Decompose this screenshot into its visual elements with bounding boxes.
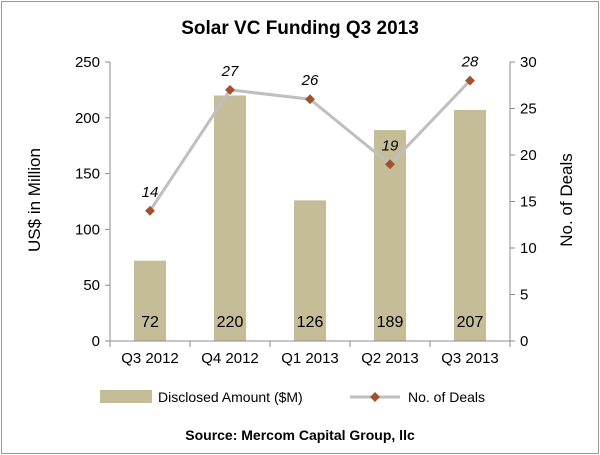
- bar-value-label-3: 189: [377, 314, 404, 331]
- bar-2: [294, 200, 326, 341]
- x-tick-label-4: Q3 2013: [441, 350, 499, 367]
- right-axis-title-group: No. of Deals: [557, 153, 576, 247]
- source-note: Source: Mercom Capital Group, llc: [185, 427, 415, 443]
- left-tick-label-5: 250: [75, 54, 100, 71]
- legend-line-label: No. of Deals: [408, 389, 485, 405]
- right-tick-label-5: 25: [520, 101, 537, 118]
- left-tick-label-3: 150: [75, 166, 100, 183]
- left-tick-label-4: 200: [75, 110, 100, 127]
- bar-value-label-1: 220: [217, 314, 244, 331]
- plot-area: 0 50 100 150 200 250 0 5 10 15 20 25 30 Q3 2012 Q4 201…: [75, 54, 537, 367]
- bar-1: [214, 95, 246, 341]
- deals-value-label-4: 28: [461, 54, 479, 71]
- deals-value-label-3: 19: [382, 137, 399, 154]
- deals-value-label-2: 26: [301, 72, 319, 89]
- left-axis-title-group: US$ in Million: [25, 148, 44, 252]
- bar-0: [134, 260, 166, 341]
- legend-bar-swatch: [100, 390, 152, 403]
- deals-value-label-1: 27: [221, 63, 239, 80]
- legend-line-marker: [370, 392, 380, 402]
- legend-bar-label: Disclosed Amount ($M): [158, 389, 303, 405]
- chart-title: Solar VC Funding Q3 2013: [181, 18, 419, 39]
- bar-value-label-4: 207: [457, 314, 484, 331]
- right-axis-title: No. of Deals: [557, 153, 576, 247]
- deals-point-0: [145, 205, 155, 216]
- right-tick-label-2: 10: [520, 240, 537, 257]
- right-tick-label-6: 30: [520, 54, 537, 71]
- right-tick-label-4: 20: [520, 147, 537, 164]
- left-tick-label-2: 100: [75, 221, 100, 238]
- right-tick-label-1: 5: [520, 287, 528, 304]
- x-tick-label-0: Q3 2012: [121, 350, 179, 367]
- bar-value-label-2: 126: [297, 314, 324, 331]
- left-axis-title: US$ in Million: [25, 148, 44, 252]
- bar-4: [454, 109, 486, 341]
- left-tick-label-0: 0: [92, 333, 100, 350]
- right-tick-label-0: 0: [520, 333, 528, 350]
- right-tick-label-3: 15: [520, 194, 537, 211]
- deals-value-label-0: 14: [142, 184, 159, 201]
- x-tick-label-3: Q2 2013: [361, 350, 419, 367]
- deals-point-1: [225, 84, 235, 95]
- deals-point-3: [385, 159, 395, 170]
- x-tick-label-2: Q1 2013: [281, 350, 339, 367]
- bar-value-label-0: 72: [141, 314, 159, 331]
- legend: Disclosed Amount ($M) No. of Deals: [100, 389, 485, 405]
- x-tick-label-1: Q4 2012: [201, 350, 259, 367]
- left-tick-label-1: 50: [83, 277, 100, 294]
